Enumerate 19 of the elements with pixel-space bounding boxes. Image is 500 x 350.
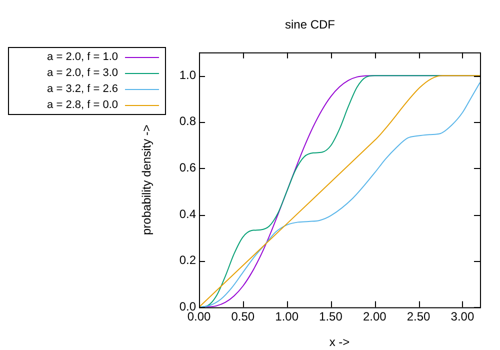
legend-label: a = 2.8, f = 0.0 xyxy=(47,99,118,111)
legend-label: a = 3.2, f = 2.6 xyxy=(47,83,118,95)
x-tick-label: 1.00 xyxy=(275,310,299,324)
y-tick-label: 0.2 xyxy=(179,253,196,268)
x-tick-label: 0.00 xyxy=(187,310,211,324)
chart-title: sine CDF xyxy=(284,18,336,32)
x-tick-label: 0.50 xyxy=(231,310,255,324)
y-tick-label: 0.8 xyxy=(179,114,196,128)
y-tick-label: 0.4 xyxy=(179,206,196,221)
y-tick-label: 0.6 xyxy=(179,160,196,175)
y-tick-label: 1.0 xyxy=(179,68,196,82)
legend-label: a = 2.0, f = 1.0 xyxy=(47,51,118,63)
legend-label: a = 2.0, f = 3.0 xyxy=(47,67,118,79)
x-axis-title: x -> xyxy=(329,335,350,350)
y-axis-title: probability density -> xyxy=(140,124,154,235)
x-tick-label: 3.00 xyxy=(450,310,474,324)
x-tick-label: 2.50 xyxy=(406,310,431,324)
x-tick-label: 2.00 xyxy=(362,310,387,324)
x-tick-label: 1.50 xyxy=(319,310,343,324)
